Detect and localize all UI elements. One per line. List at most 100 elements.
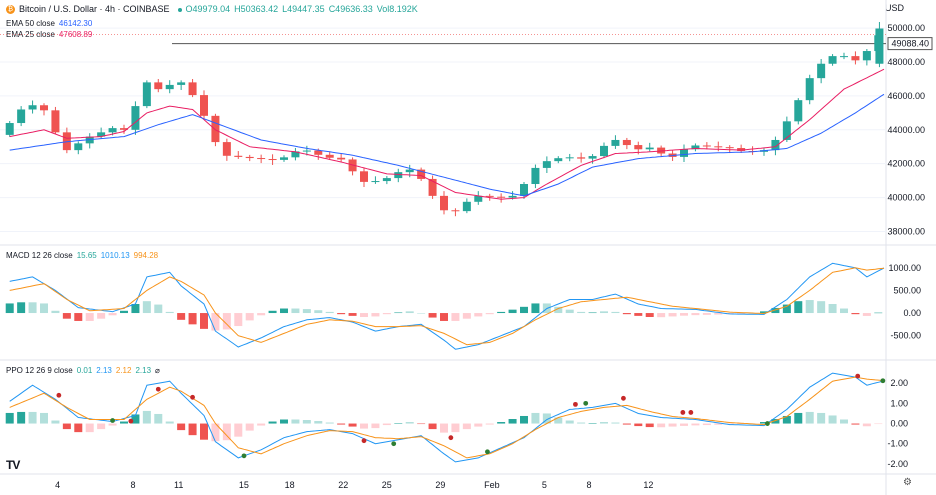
- macd-histogram-bar: [805, 300, 814, 314]
- candle-body: [828, 56, 837, 64]
- macd-histogram-bar: [702, 313, 711, 315]
- ppo-histogram-bar: [405, 422, 414, 424]
- ppo-histogram-bar: [485, 423, 494, 425]
- candle-body: [531, 167, 540, 185]
- candle-body: [645, 147, 654, 150]
- ppo-value-5: ⌀: [155, 366, 160, 375]
- macd-histogram-bar: [280, 308, 288, 314]
- candle-body: [360, 171, 368, 182]
- macd-histogram-bar: [154, 304, 163, 314]
- candle-body: [862, 51, 871, 61]
- ppo-histogram-bar: [828, 415, 837, 424]
- macd-histogram-bar: [131, 304, 140, 314]
- candle-body: [131, 106, 140, 130]
- macd-histogram-bar: [234, 313, 243, 327]
- ppo-histogram-bar: [268, 421, 277, 424]
- time-tick-label: 22: [338, 480, 348, 490]
- candle-body: [280, 157, 288, 160]
- macd-histogram-bar: [565, 309, 574, 314]
- ppo-cross-marker: [688, 410, 694, 415]
- macd-histogram-bar: [291, 308, 300, 314]
- ppo-histogram-bar: [245, 423, 254, 431]
- ppo-histogram-bar: [874, 423, 883, 425]
- macd-histogram-bar: [360, 313, 368, 317]
- ppo-histogram-bar: [51, 420, 60, 424]
- macd-histogram-bar: [211, 313, 220, 331]
- ppo-histogram-bar: [840, 419, 848, 424]
- candle-body: [817, 63, 826, 79]
- candle-body: [554, 158, 563, 162]
- ppo-histogram-bar: [188, 423, 197, 436]
- candle-body: [5, 123, 14, 135]
- ppo-histogram-bar: [862, 423, 871, 427]
- ppo-value-2: 2.13: [96, 366, 112, 375]
- volume-value: Vol8.192K: [376, 4, 418, 14]
- ppo-cross-marker: [110, 418, 115, 423]
- ppo-cross-marker: [621, 395, 626, 401]
- candle-body: [611, 139, 620, 146]
- ppo-histogram-bar: [508, 419, 517, 424]
- macd-legend[interactable]: MACD 12 26 close 15.65 1010.13 994.28: [6, 251, 162, 260]
- macd-histogram-bar: [462, 313, 471, 319]
- ppo-histogram-bar: [394, 423, 403, 424]
- macd-line: [9, 262, 885, 350]
- ppo-legend[interactable]: PPO 12 26 9 close 0.01 2.13 2.12 2.13 ⌀: [6, 366, 164, 375]
- candle-body: [222, 142, 231, 156]
- ppo-histogram-bar: [657, 423, 666, 428]
- ppo-histogram-bar: [28, 411, 37, 424]
- candle-body: [291, 151, 300, 158]
- macd-tick-label: 500.00: [893, 285, 921, 295]
- ppo-cross-marker: [241, 453, 247, 459]
- ema50-legend[interactable]: EMA 50 close 46142.30: [6, 19, 96, 28]
- candle-body: [520, 184, 528, 196]
- candle-body: [714, 146, 723, 148]
- ppo-histogram-bar: [177, 423, 186, 431]
- symbol-title[interactable]: Bitcoin / U.S. Dollar · 4h · COINBASE: [19, 4, 170, 14]
- ohlc-close: C49636.33: [328, 4, 373, 14]
- macd-histogram-bar: [325, 311, 334, 314]
- ppo-histogram-bar: [428, 423, 437, 430]
- ppo-label: PPO 12 26 9 close: [6, 366, 73, 375]
- candle-body: [154, 82, 163, 90]
- macd-histogram-bar: [97, 313, 106, 319]
- price-tick-label: 44000.00: [887, 125, 925, 135]
- macd-histogram-bar: [257, 313, 266, 316]
- macd-histogram-bar: [485, 313, 494, 315]
- ppo-histogram-bar: [634, 423, 643, 427]
- ppo-histogram-bar: [600, 422, 608, 424]
- ppo-cross-marker: [765, 421, 770, 426]
- ohlc-open: O49979.04: [185, 4, 231, 14]
- candle-body: [417, 169, 426, 179]
- settings-gear-icon[interactable]: ⚙: [903, 477, 912, 488]
- ppo-signal-line: [9, 376, 885, 459]
- ppo-cross-marker: [573, 401, 578, 407]
- time-tick-label: 11: [174, 480, 183, 490]
- time-tick-label: 18: [285, 480, 295, 490]
- macd-histogram-bar: [348, 313, 357, 316]
- macd-histogram-bar: [600, 311, 608, 314]
- candle-body: [875, 28, 884, 64]
- ppo-histogram-bar: [85, 423, 94, 433]
- ppo-cross-marker: [680, 410, 686, 415]
- ppo-histogram-bar: [234, 423, 243, 437]
- macd-value-2: 1010.13: [100, 251, 130, 260]
- macd-tick-label: -500.00: [890, 331, 921, 341]
- macd-tick-label: 0.00: [903, 308, 921, 318]
- ppo-line: [9, 372, 885, 463]
- ppo-value-4: 2.13: [135, 366, 152, 375]
- macd-histogram-bar: [108, 313, 117, 316]
- currency-selector[interactable]: USD: [885, 3, 905, 13]
- ema50-line: [9, 93, 885, 197]
- ppo-histogram-bar: [520, 415, 528, 424]
- candle-body: [371, 181, 380, 183]
- ppo-cross-marker: [448, 435, 454, 441]
- ppo-histogram-bar: [805, 411, 814, 424]
- candle-body: [600, 145, 608, 157]
- macd-histogram-bar: [794, 301, 803, 314]
- macd-histogram-bar: [520, 306, 528, 314]
- ppo-histogram-bar: [325, 422, 334, 424]
- macd-histogram-bar: [828, 304, 837, 314]
- ppo-histogram-bar: [531, 412, 540, 424]
- candle-body: [314, 150, 323, 155]
